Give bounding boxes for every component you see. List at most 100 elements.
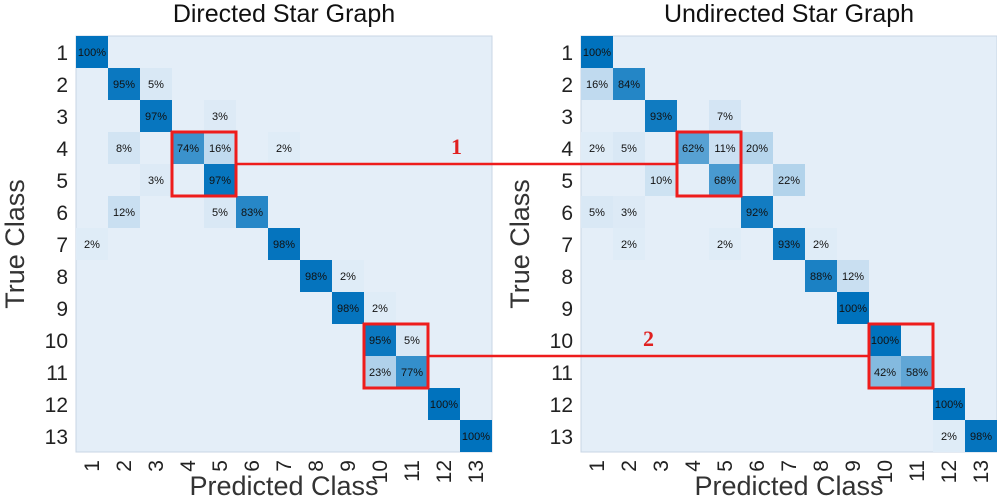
matrix-cell [204, 100, 236, 132]
matrix-cell [204, 196, 236, 228]
y-tick-label: 13 [45, 426, 68, 449]
y-tick-label: 12 [550, 394, 573, 417]
matrix-cell [140, 68, 172, 100]
matrix-cell [236, 196, 268, 228]
cell-value-label: 22% [778, 175, 800, 187]
cell-value-label: 95% [113, 79, 135, 91]
y-tick-label: 1 [56, 42, 68, 65]
matrix-cell [645, 100, 677, 132]
matrix-cell [933, 388, 965, 420]
matrix-cell [108, 68, 140, 100]
matrix-cell [76, 228, 108, 260]
matrix-cell [677, 132, 709, 164]
x-tick-label: 7 [273, 460, 296, 472]
y-axis-label: True Class [505, 179, 535, 309]
cell-value-label: 100% [78, 47, 106, 59]
cell-value-label: 88% [810, 271, 832, 283]
y-tick-label: 1 [561, 42, 573, 65]
matrix-cell [613, 132, 645, 164]
cell-value-label: 100% [462, 431, 490, 443]
cell-value-label: 3% [212, 111, 228, 123]
x-tick-label: 8 [810, 460, 833, 472]
x-tick-label: 3 [145, 460, 168, 472]
matrix-cell [613, 228, 645, 260]
y-tick-label: 8 [561, 266, 573, 289]
matrix-cell [108, 196, 140, 228]
cell-value-label: 3% [621, 207, 637, 219]
cell-value-label: 5% [589, 207, 605, 219]
matrix-cell [645, 164, 677, 196]
cell-value-label: 100% [935, 399, 963, 411]
matrix-cell [933, 420, 965, 452]
x-tick-label: 1 [586, 460, 609, 472]
cell-value-label: 100% [583, 47, 611, 59]
cell-value-label: 95% [369, 335, 391, 347]
y-tick-label: 10 [550, 330, 573, 353]
x-tick-label: 4 [682, 460, 705, 472]
y-tick-label: 2 [561, 74, 573, 97]
cell-value-label: 2% [84, 239, 100, 251]
chart-title: Undirected Star Graph [664, 0, 914, 28]
annotation-label-2: 2 [643, 326, 654, 351]
matrix-cell [741, 196, 773, 228]
cell-value-label: 2% [340, 271, 356, 283]
x-axis-label: Predicted Class [189, 471, 378, 498]
matrix-cell [300, 260, 332, 292]
matrix-cell [869, 356, 901, 388]
cell-value-label: 93% [778, 239, 800, 251]
matrix-cell [805, 260, 837, 292]
x-tick-label: 4 [177, 460, 200, 472]
cell-value-label: 12% [113, 207, 135, 219]
x-tick-label: 12 [433, 460, 456, 483]
cell-value-label: 83% [241, 207, 263, 219]
chart-title: Directed Star Graph [173, 0, 395, 28]
x-tick-label: 10 [369, 460, 392, 483]
annotation-label-1: 1 [451, 134, 462, 159]
x-tick-label: 9 [842, 460, 865, 472]
x-tick-label: 9 [337, 460, 360, 472]
cell-value-label: 68% [714, 175, 736, 187]
matrix-cell [140, 164, 172, 196]
cell-value-label: 12% [842, 271, 864, 283]
matrix-cell [709, 228, 741, 260]
cell-value-label: 2% [717, 239, 733, 251]
cell-value-label: 10% [650, 175, 672, 187]
matrix-cell [396, 324, 428, 356]
matrix-cell [869, 324, 901, 356]
x-tick-label: 2 [618, 460, 641, 472]
y-axis-label: True Class [0, 179, 30, 309]
matrix-cell [709, 100, 741, 132]
matrix-cell [460, 420, 492, 452]
x-tick-label: 10 [874, 460, 897, 483]
matrix-cell [965, 420, 997, 452]
cell-value-label: 97% [145, 111, 167, 123]
y-tick-label: 9 [56, 298, 68, 321]
y-tick-label: 11 [46, 362, 68, 385]
cell-value-label: 98% [273, 239, 295, 251]
cell-value-label: 5% [404, 335, 420, 347]
matrix-cell [773, 164, 805, 196]
x-tick-label: 12 [938, 460, 961, 483]
y-tick-label: 3 [56, 106, 68, 129]
cell-value-label: 2% [621, 239, 637, 251]
cell-value-label: 100% [430, 399, 458, 411]
y-tick-label: 7 [56, 234, 68, 257]
cell-value-label: 42% [874, 367, 896, 379]
matrix-cell [773, 228, 805, 260]
y-tick-label: 6 [56, 202, 68, 225]
cell-value-label: 74% [177, 143, 199, 155]
x-axis-label: Predicted Class [694, 471, 883, 498]
matrix-cell [204, 132, 236, 164]
cell-value-label: 62% [682, 143, 704, 155]
x-tick-label: 2 [113, 460, 136, 472]
cell-value-label: 84% [618, 79, 640, 91]
y-tick-label: 11 [551, 362, 573, 385]
matrix-cell [140, 100, 172, 132]
matrix-cell [268, 228, 300, 260]
cell-value-label: 100% [871, 335, 899, 347]
matrix-cell [364, 292, 396, 324]
matrix-cell [204, 164, 236, 196]
matrix-cell [837, 292, 869, 324]
